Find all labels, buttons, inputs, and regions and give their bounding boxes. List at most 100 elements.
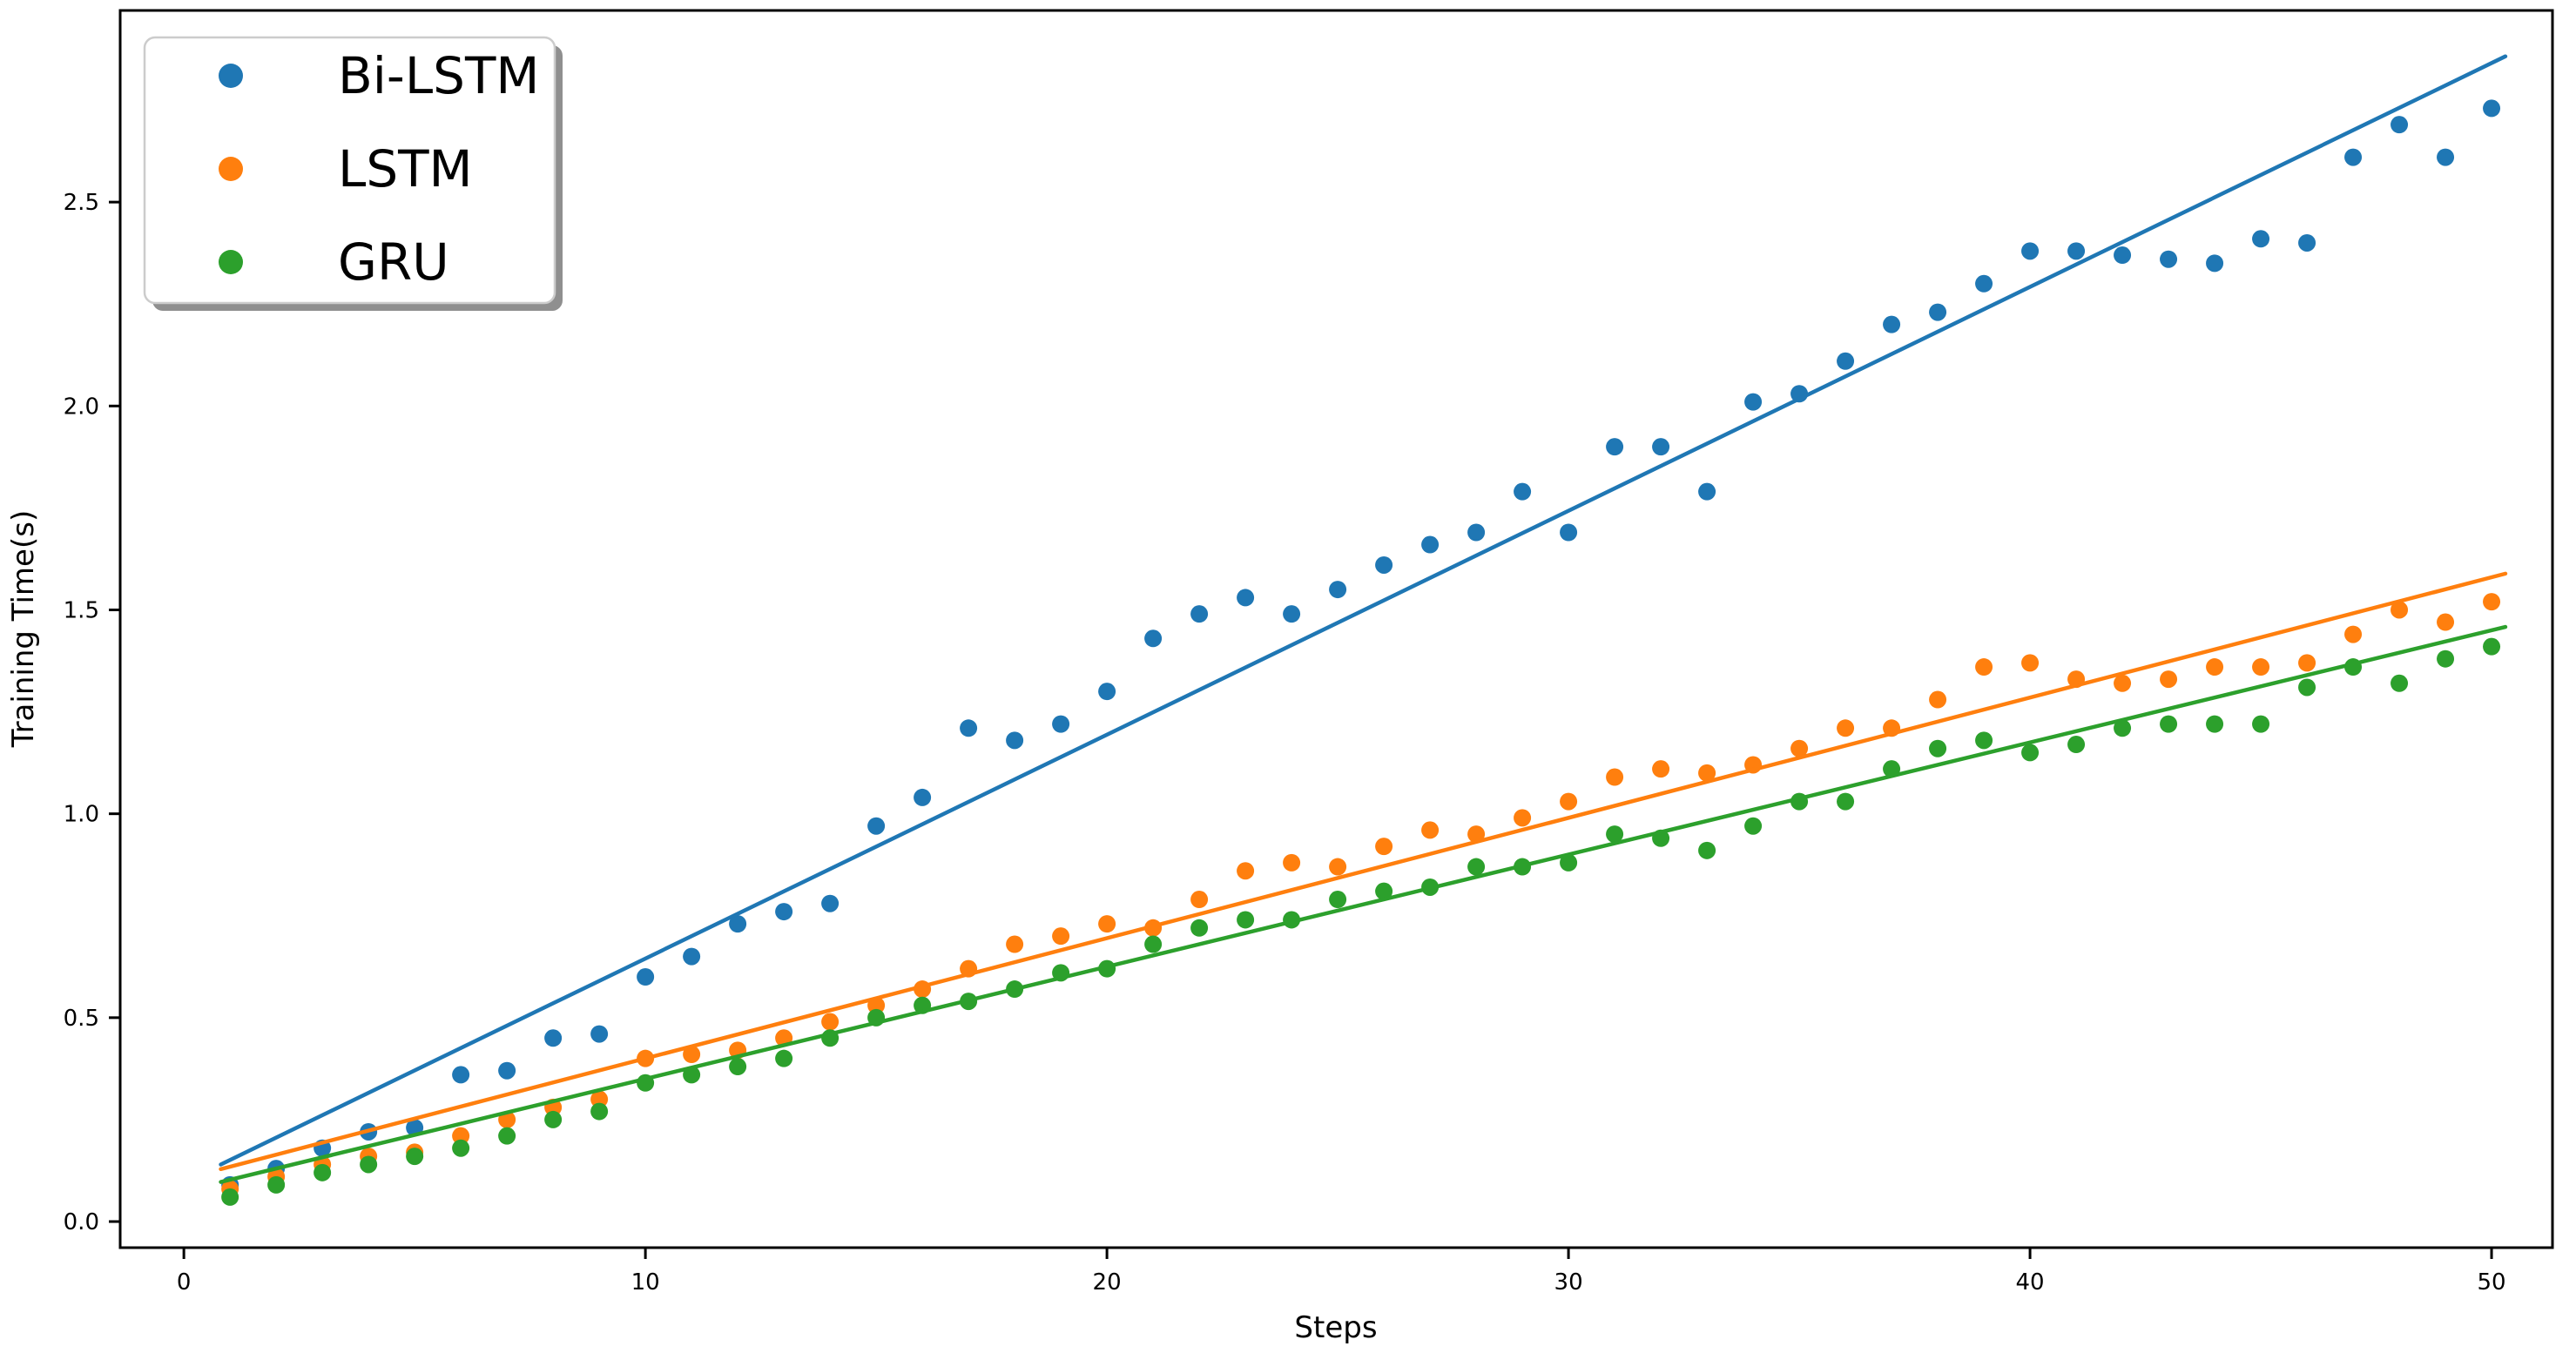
y-axis-label: Training Time(s) <box>6 510 41 748</box>
scatter-point-gru <box>452 1139 470 1157</box>
scatter-point-lstm <box>1514 809 1532 827</box>
scatter-point-bi-lstm <box>1883 315 1901 333</box>
scatter-point-gru <box>2114 719 2132 737</box>
scatter-point-gru <box>1975 731 1993 750</box>
scatter-point-gru <box>498 1127 516 1145</box>
scatter-point-bi-lstm <box>867 817 886 835</box>
scatter-point-bi-lstm <box>1837 352 1855 370</box>
scatter-point-lstm <box>1929 690 1947 709</box>
scatter-point-bi-lstm <box>498 1061 516 1080</box>
scatter-point-bi-lstm <box>2160 250 2178 268</box>
y-tick-label: 0.0 <box>64 1209 99 1235</box>
scatter-point-gru <box>1744 817 1763 835</box>
scatter-point-gru <box>1329 891 1347 909</box>
scatter-point-bi-lstm <box>590 1025 609 1043</box>
scatter-point-lstm <box>2391 601 2409 619</box>
x-axis-label: Steps <box>1294 1310 1377 1345</box>
x-tick-label: 30 <box>1554 1269 1583 1296</box>
scatter-point-lstm <box>2483 593 2501 611</box>
scatter-point-lstm <box>1975 658 1993 676</box>
scatter-point-gru <box>1560 853 1578 872</box>
scatter-point-bi-lstm <box>1283 605 1301 623</box>
scatter-point-lstm <box>1652 760 1670 778</box>
scatter-point-gru <box>2206 715 2224 733</box>
scatter-point-gru <box>314 1163 332 1181</box>
scatter-point-bi-lstm <box>2067 242 2086 260</box>
scatter-point-gru <box>1190 919 1209 937</box>
scatter-point-bi-lstm <box>1329 581 1347 599</box>
y-tick-label: 2.0 <box>64 394 99 420</box>
scatter-point-lstm <box>2252 658 2270 676</box>
scatter-point-bi-lstm <box>1606 438 1624 456</box>
scatter-point-bi-lstm <box>2391 116 2409 134</box>
scatter-point-gru <box>729 1058 747 1076</box>
scatter-point-lstm <box>1560 792 1578 811</box>
scatter-point-lstm <box>1190 891 1209 909</box>
scatter-point-bi-lstm <box>2021 242 2040 260</box>
scatter-point-lstm <box>452 1127 470 1145</box>
scatter-point-gru <box>2160 715 2178 733</box>
scatter-point-bi-lstm <box>1698 482 1716 501</box>
scatter-point-lstm <box>1375 838 1393 856</box>
scatter-point-gru <box>1698 841 1716 859</box>
scatter-point-lstm <box>2160 670 2178 689</box>
scatter-point-gru <box>775 1049 793 1067</box>
scatter-point-lstm <box>1421 821 1440 839</box>
scatter-point-bi-lstm <box>729 915 747 933</box>
scatter-point-bi-lstm <box>1744 393 1763 411</box>
plot-spines <box>118 9 2554 1249</box>
scatter-point-lstm <box>1467 825 1486 844</box>
scatter-point-bi-lstm <box>960 719 978 737</box>
scatter-point-gru <box>1467 858 1486 876</box>
scatter-point-bi-lstm <box>821 894 840 912</box>
scatter-point-bi-lstm <box>1237 589 1255 607</box>
scatter-point-lstm <box>821 1013 840 1031</box>
scatter-point-bi-lstm <box>2298 233 2316 252</box>
scatter-point-gru <box>2298 678 2316 697</box>
x-tick-label: 20 <box>1093 1269 1122 1296</box>
scatter-point-gru <box>1837 792 1855 811</box>
scatter-point-lstm <box>2206 658 2224 676</box>
scatter-point-lstm <box>1006 935 1024 953</box>
scatter-point-bi-lstm <box>1052 715 1070 733</box>
trend-lines <box>219 54 2508 1184</box>
scatter-point-lstm <box>2437 613 2455 631</box>
scatter-point-bi-lstm <box>2114 246 2132 265</box>
scatter-point-lstm <box>1237 862 1255 880</box>
scatter-point-bi-lstm <box>1560 523 1578 542</box>
scatter-point-gru <box>1606 825 1624 844</box>
legend-label-lstm: LSTM <box>338 139 473 199</box>
scatter-point-bi-lstm <box>1006 731 1024 750</box>
y-tick-label: 0.5 <box>64 1006 99 1032</box>
scatter-point-gru <box>2252 715 2270 733</box>
legend: Bi-LSTM LSTM GRU <box>143 36 563 311</box>
scatter-point-lstm <box>2021 654 2040 672</box>
scatter-point-lstm <box>1698 764 1716 782</box>
scatter-point-lstm <box>1098 915 1116 933</box>
scatter-point-gru <box>544 1110 563 1128</box>
scatter-point-gru <box>221 1188 239 1206</box>
scatter-point-lstm <box>683 1045 701 1063</box>
scatter-point-gru <box>1237 911 1255 929</box>
scatter-point-gru <box>406 1148 424 1166</box>
y-tick-label: 1.0 <box>64 802 99 828</box>
scatter-point-lstm <box>1052 927 1070 946</box>
scatter-point-bi-lstm <box>2437 148 2455 166</box>
scatter-point-lstm <box>1837 719 1855 737</box>
scatter-point-lstm <box>1606 768 1624 786</box>
scatter-point-bi-lstm <box>452 1066 470 1084</box>
scatter-point-gru <box>360 1155 378 1174</box>
scatter-point-gru <box>1144 935 1163 953</box>
axis-ticks: 0 10 20 30 40 50 0.0 0.5 1.0 1.5 2.0 2.5 <box>64 190 2506 1296</box>
trend-line-lstm <box>219 571 2508 1172</box>
legend-label-bi-lstm: Bi-LSTM <box>338 46 539 105</box>
scatter-point-bi-lstm <box>1190 605 1209 623</box>
scatter-point-bi-lstm <box>1929 303 1947 321</box>
scatter-point-bi-lstm <box>1375 555 1393 574</box>
scatter-point-bi-lstm <box>775 903 793 921</box>
scatter-point-bi-lstm <box>2252 230 2270 248</box>
scatter-point-bi-lstm <box>1098 683 1116 701</box>
scatter-point-bi-lstm <box>914 788 932 806</box>
